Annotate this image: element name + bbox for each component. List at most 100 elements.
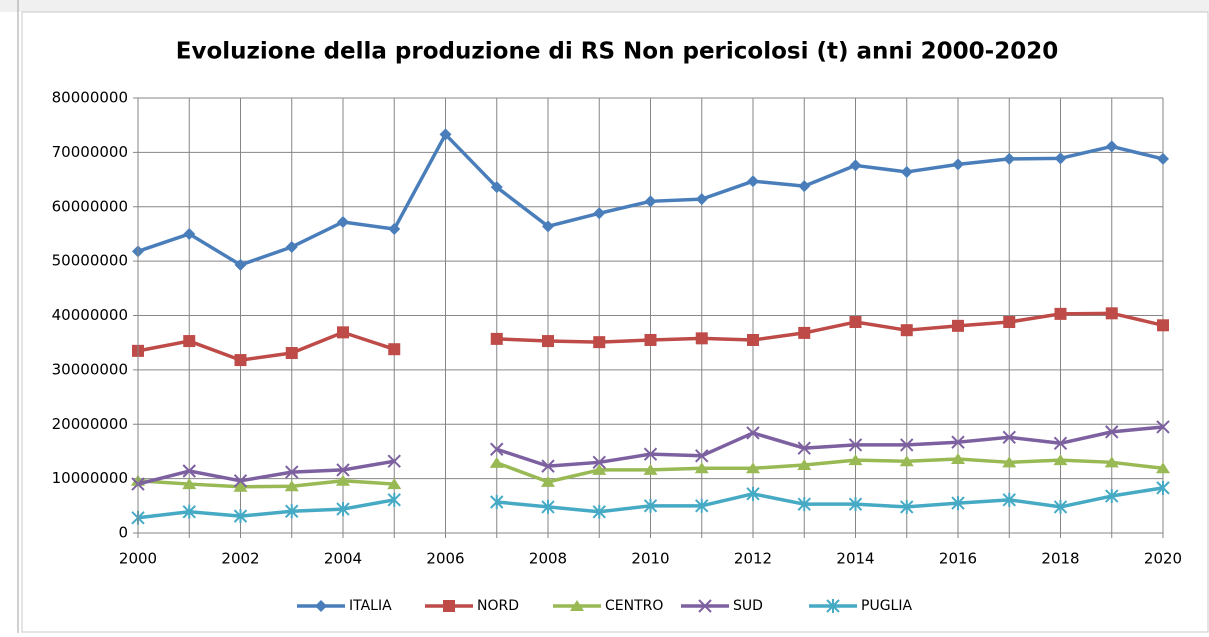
marker [1104,456,1119,468]
marker [951,453,965,465]
marker [899,455,914,467]
marker [387,492,401,507]
series-line [137,311,1164,362]
marker [336,502,350,517]
marker [952,158,964,171]
marker [1053,499,1068,514]
y-tick-label: 80000000 [52,89,128,107]
marker [593,207,606,220]
marker [285,465,299,479]
y-tick-label: 50000000 [52,252,128,270]
marker [1002,456,1017,468]
marker [848,438,863,452]
marker [1105,425,1119,439]
y-tick-label: 30000000 [52,360,128,378]
marker [182,504,196,519]
marker [643,498,658,513]
marker [952,319,964,332]
x-tick-label: 2004 [324,550,362,568]
chart-title: Evoluzione della produzione di RS Non pe… [176,39,1059,65]
marker [826,599,840,613]
marker [593,336,606,349]
marker [234,354,247,367]
marker [284,480,299,492]
y-tick-label: 0 [118,524,128,542]
marker [182,464,196,478]
y-tick-label: 20000000 [52,415,128,433]
series-line [137,425,1164,486]
marker [695,449,709,463]
marker [1157,319,1169,332]
marker [1054,307,1067,320]
marker [1105,489,1119,504]
marker [643,447,658,461]
marker [388,223,401,236]
x-tick-label: 2020 [1144,550,1182,568]
marker [183,335,196,348]
marker [1156,420,1170,434]
marker [746,486,760,501]
marker [1105,307,1118,320]
marker [1105,140,1118,153]
marker [285,347,298,360]
marker [542,335,554,348]
marker [489,456,504,468]
series-line [137,486,1164,520]
x-tick-label: 2000 [119,550,157,568]
legend-label: PUGLIA [861,598,912,614]
marker [285,504,299,519]
marker [1156,462,1170,474]
marker [490,181,503,194]
x-tick-label: 2014 [836,550,874,568]
marker [746,462,760,474]
legend-label: SUD [733,598,763,614]
marker [592,455,606,470]
marker [797,497,811,512]
x-tick-label: 2002 [221,550,259,568]
marker [490,332,503,345]
marker [541,499,555,514]
x-tick-label: 2018 [1041,550,1079,568]
marker [848,497,863,512]
marker [183,227,196,240]
marker [592,463,607,475]
y-tick-label: 40000000 [52,306,128,324]
marker [695,498,709,513]
marker [337,215,349,228]
marker [233,474,248,488]
y-tick-label: 60000000 [52,197,128,215]
marker [1156,480,1170,495]
marker [443,600,455,612]
y-tick-label: 10000000 [52,469,128,487]
marker [1053,454,1068,466]
marker [644,333,657,346]
marker [900,499,914,514]
marker [541,475,555,487]
marker [951,435,965,449]
legend-label: NORD [477,598,519,614]
marker [388,343,401,356]
marker [797,459,812,471]
marker [643,463,658,475]
marker [900,165,913,178]
marker [644,195,657,208]
marker [1053,436,1068,450]
marker [542,220,554,233]
legend-label: ITALIA [349,598,392,614]
series-line [137,457,1164,489]
marker [541,459,555,473]
marker [336,474,350,486]
legend-label: CENTRO [605,598,663,614]
marker [798,326,811,339]
top-strip [0,0,1209,12]
marker [1002,430,1016,445]
chart-area [21,11,1209,633]
marker [234,258,247,271]
marker [336,463,350,477]
x-tick-label: 2006 [426,550,464,568]
x-tick-label: 2012 [734,550,772,568]
marker [490,495,504,510]
marker [182,478,197,490]
x-tick-label: 2010 [631,550,669,568]
